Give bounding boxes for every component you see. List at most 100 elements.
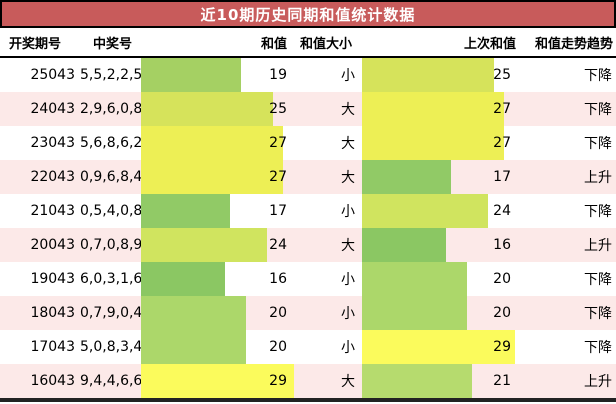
numbers-cell: 5,5,2,2,5 — [80, 67, 143, 83]
numbers-cell: 5,0,8,3,4 — [80, 339, 143, 355]
sum-cell: 20 — [141, 330, 294, 364]
col-header-period: 开奖期号 — [9, 36, 62, 52]
prev-sum-bar — [362, 194, 488, 228]
sum-bar — [141, 92, 273, 126]
table-row: 22043 0,9,6,8,4 27 大 17 上升 — [0, 160, 616, 194]
sum-size-cell: 大 — [341, 136, 355, 152]
trend-cell: 下降 — [584, 272, 612, 288]
prev-sum-bar — [362, 126, 504, 160]
prev-sum-cell: 20 — [362, 296, 516, 330]
sum-size-cell: 小 — [341, 68, 355, 84]
sum-size-cell: 大 — [341, 238, 355, 254]
prev-sum-cell: 20 — [362, 262, 516, 296]
prev-sum-bar — [362, 58, 494, 92]
table-row: 25043 5,5,2,2,5 19 小 25 下降 — [0, 58, 616, 92]
prev-sum-cell: 16 — [362, 228, 516, 262]
period-cell: 22043 — [30, 169, 75, 185]
sum-bar — [141, 330, 246, 364]
prev-sum-cell: 27 — [362, 126, 516, 160]
prev-sum-cell: 29 — [362, 330, 516, 364]
trend-cell: 上升 — [584, 238, 612, 254]
prev-sum-value: 20 — [493, 305, 511, 321]
col-header-trend: 和值走势趋势 — [534, 36, 613, 52]
sum-bar — [141, 296, 246, 330]
sum-size-cell: 小 — [341, 272, 355, 288]
sum-value: 19 — [269, 67, 287, 83]
col-header-numbers: 中奖号 — [93, 36, 133, 52]
sum-bar — [141, 262, 225, 296]
prev-sum-value: 17 — [493, 169, 511, 185]
trend-cell: 下降 — [584, 136, 612, 152]
sum-bar — [141, 160, 283, 194]
sum-value: 17 — [269, 203, 287, 219]
table-row: 18043 0,7,9,0,4 20 小 20 下降 — [0, 296, 616, 330]
bottom-border-strip — [0, 398, 616, 402]
sum-size-cell: 小 — [341, 340, 355, 356]
numbers-cell: 2,9,6,0,8 — [80, 101, 143, 117]
sum-value: 25 — [269, 101, 287, 117]
numbers-cell: 0,7,9,0,4 — [80, 305, 143, 321]
table-row: 19043 6,0,3,1,6 16 小 20 下降 — [0, 262, 616, 296]
sum-cell: 27 — [141, 160, 294, 194]
prev-sum-bar — [362, 228, 446, 262]
sum-value: 29 — [269, 373, 287, 389]
sum-bar — [141, 58, 241, 92]
table-row: 24043 2,9,6,0,8 25 大 27 下降 — [0, 92, 616, 126]
numbers-cell: 5,6,8,6,2 — [80, 135, 143, 151]
col-header-sum-size: 和值大小 — [300, 36, 353, 52]
trend-cell: 下降 — [584, 102, 612, 118]
prev-sum-value: 24 — [493, 203, 511, 219]
period-cell: 25043 — [30, 67, 75, 83]
prev-sum-cell: 24 — [362, 194, 516, 228]
sum-cell: 27 — [141, 126, 294, 160]
table-row: 21043 0,5,4,0,8 17 小 24 下降 — [0, 194, 616, 228]
table-row: 16043 9,4,4,6,6 29 大 21 上升 — [0, 364, 616, 398]
sum-size-cell: 小 — [341, 306, 355, 322]
prev-sum-cell: 27 — [362, 92, 516, 126]
sum-bar — [141, 126, 283, 160]
sum-bar — [141, 228, 267, 262]
prev-sum-bar — [362, 330, 515, 364]
sum-cell: 16 — [141, 262, 294, 296]
prev-sum-value: 16 — [493, 237, 511, 253]
numbers-cell: 0,5,4,0,8 — [80, 203, 143, 219]
sum-size-cell: 大 — [341, 374, 355, 390]
table-header-row: 开奖期号 中奖号 和值 和值大小 上次和值 和值走势趋势 — [0, 28, 616, 58]
trend-cell: 下降 — [584, 306, 612, 322]
prev-sum-cell: 21 — [362, 364, 516, 398]
sum-value: 20 — [269, 339, 287, 355]
period-cell: 17043 — [30, 339, 75, 355]
trend-cell: 上升 — [584, 170, 612, 186]
table-title: 近10期历史同期和值统计数据 — [0, 0, 616, 28]
col-header-sum: 和值 — [260, 36, 287, 52]
trend-cell: 下降 — [584, 204, 612, 220]
sum-value: 16 — [269, 271, 287, 287]
sum-cell: 24 — [141, 228, 294, 262]
numbers-cell: 0,9,6,8,4 — [80, 169, 143, 185]
sum-cell: 25 — [141, 92, 294, 126]
sum-value: 27 — [269, 135, 287, 151]
sum-value: 24 — [269, 237, 287, 253]
trend-cell: 下降 — [584, 340, 612, 356]
prev-sum-cell: 25 — [362, 58, 516, 92]
prev-sum-bar — [362, 160, 451, 194]
prev-sum-value: 29 — [493, 339, 511, 355]
sum-value: 27 — [269, 169, 287, 185]
period-cell: 19043 — [30, 271, 75, 287]
prev-sum-value: 21 — [493, 373, 511, 389]
trend-cell: 下降 — [584, 68, 612, 84]
numbers-cell: 9,4,4,6,6 — [80, 373, 143, 389]
sum-bar — [141, 194, 230, 228]
sum-cell: 29 — [141, 364, 294, 398]
table-row: 23043 5,6,8,6,2 27 大 27 下降 — [0, 126, 616, 160]
prev-sum-value: 27 — [493, 101, 511, 117]
numbers-cell: 0,7,0,8,9 — [80, 237, 143, 253]
prev-sum-bar — [362, 296, 467, 330]
table-row: 20043 0,7,0,8,9 24 大 16 上升 — [0, 228, 616, 262]
prev-sum-bar — [362, 262, 467, 296]
numbers-cell: 6,0,3,1,6 — [80, 271, 143, 287]
prev-sum-value: 20 — [493, 271, 511, 287]
table-row: 17043 5,0,8,3,4 20 小 29 下降 — [0, 330, 616, 364]
period-cell: 16043 — [30, 373, 75, 389]
